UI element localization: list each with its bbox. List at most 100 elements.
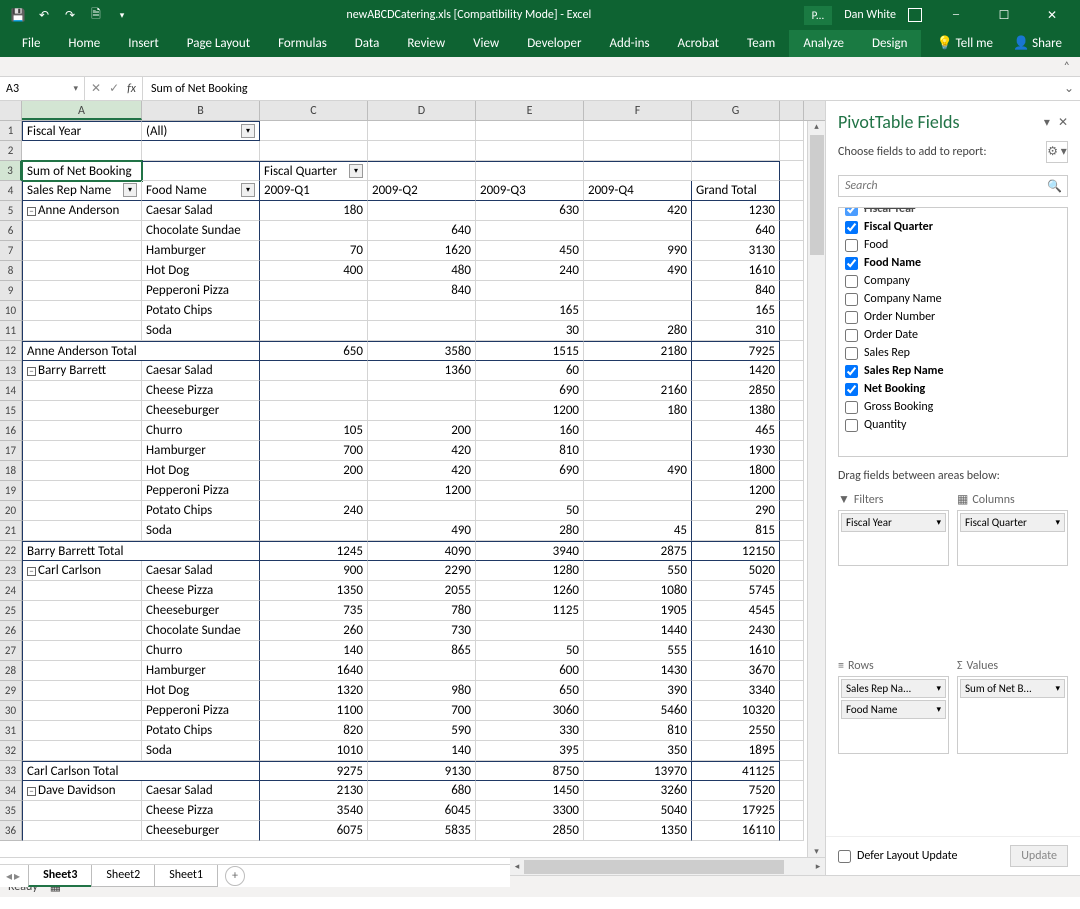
cell[interactable]: Caesar Salad bbox=[142, 561, 260, 581]
cell[interactable] bbox=[692, 121, 780, 141]
cell[interactable]: 6075 bbox=[260, 821, 368, 841]
cell[interactable]: 730 bbox=[368, 621, 476, 641]
cell[interactable]: 350 bbox=[584, 741, 692, 761]
cell[interactable]: 1280 bbox=[476, 561, 584, 581]
gear-icon[interactable]: ⚙ ▾ bbox=[1046, 141, 1068, 163]
cell[interactable]: 840 bbox=[368, 281, 476, 301]
collapse-icon[interactable]: − bbox=[27, 787, 36, 796]
cell[interactable]: Anne Anderson Total bbox=[22, 341, 260, 361]
row-header[interactable]: 18 bbox=[0, 461, 22, 481]
cell[interactable]: 550 bbox=[584, 561, 692, 581]
cell[interactable]: 1260 bbox=[476, 581, 584, 601]
cell[interactable]: Cheeseburger bbox=[142, 401, 260, 421]
cell[interactable]: 5040 bbox=[584, 801, 692, 821]
cell[interactable]: 5020 bbox=[692, 561, 780, 581]
ribbon-tab-design[interactable]: Design bbox=[858, 30, 921, 57]
sheet-nav-next-icon[interactable]: ▸ bbox=[14, 869, 20, 884]
cell[interactable] bbox=[780, 621, 804, 641]
cell[interactable]: 2850 bbox=[476, 821, 584, 841]
cell[interactable]: 2009-Q2 bbox=[368, 181, 476, 201]
cell[interactable]: Sum of Net Booking bbox=[22, 161, 142, 181]
field-checkbox[interactable] bbox=[845, 207, 858, 216]
field-checkbox[interactable] bbox=[845, 365, 858, 378]
cell[interactable] bbox=[22, 401, 142, 421]
cell[interactable] bbox=[476, 161, 584, 181]
cell[interactable]: 815 bbox=[692, 521, 780, 541]
cell[interactable] bbox=[368, 161, 476, 181]
row-header[interactable]: 11 bbox=[0, 321, 22, 341]
row-header[interactable]: 31 bbox=[0, 721, 22, 741]
cell[interactable]: 1200 bbox=[476, 401, 584, 421]
horizontal-scrollbar[interactable]: ◂ ▸ bbox=[510, 858, 825, 875]
cell[interactable] bbox=[780, 641, 804, 661]
cell[interactable]: 450 bbox=[476, 241, 584, 261]
cell[interactable]: 7925 bbox=[692, 341, 780, 361]
collapse-icon[interactable]: − bbox=[27, 207, 36, 216]
cell[interactable] bbox=[260, 221, 368, 241]
sheet-nav-prev-icon[interactable]: ◂ bbox=[6, 869, 12, 884]
cell[interactable] bbox=[780, 661, 804, 681]
cell[interactable]: 1100 bbox=[260, 701, 368, 721]
cell[interactable]: 45 bbox=[584, 521, 692, 541]
cell[interactable]: Caesar Salad bbox=[142, 201, 260, 221]
cell[interactable]: 50 bbox=[476, 501, 584, 521]
cell[interactable]: Food Name▾ bbox=[142, 181, 260, 201]
cell[interactable]: 2009-Q3 bbox=[476, 181, 584, 201]
cell[interactable]: 240 bbox=[476, 261, 584, 281]
cell[interactable] bbox=[780, 401, 804, 421]
row-header[interactable]: 23 bbox=[0, 561, 22, 581]
share-button[interactable]: 👤 Share bbox=[1003, 30, 1072, 57]
cell[interactable]: 50 bbox=[476, 641, 584, 661]
cell[interactable]: 290 bbox=[692, 501, 780, 521]
row-header[interactable]: 33 bbox=[0, 761, 22, 781]
cell[interactable] bbox=[260, 521, 368, 541]
cell[interactable]: 5835 bbox=[368, 821, 476, 841]
rows-area[interactable]: Sales Rep Na...▾Food Name▾ bbox=[838, 676, 949, 754]
cell[interactable]: 1360 bbox=[368, 361, 476, 381]
cell[interactable]: 690 bbox=[476, 461, 584, 481]
cell[interactable]: 690 bbox=[476, 381, 584, 401]
field-label[interactable]: Order Date bbox=[864, 328, 918, 342]
cell[interactable]: Carl Carlson Total bbox=[22, 761, 260, 781]
ribbon-tab-formulas[interactable]: Formulas bbox=[264, 30, 341, 57]
add-sheet-button[interactable]: + bbox=[225, 866, 245, 886]
cell[interactable] bbox=[584, 141, 692, 161]
field-item[interactable]: Company Name bbox=[839, 290, 1067, 308]
cell[interactable]: 810 bbox=[476, 441, 584, 461]
cell[interactable]: 16110 bbox=[692, 821, 780, 841]
cell[interactable] bbox=[780, 441, 804, 461]
cell[interactable] bbox=[780, 481, 804, 501]
row-header[interactable]: 9 bbox=[0, 281, 22, 301]
cell[interactable]: Chocolate Sundae bbox=[142, 621, 260, 641]
field-item[interactable]: Sales Rep bbox=[839, 344, 1067, 362]
field-item[interactable]: Company bbox=[839, 272, 1067, 290]
field-item[interactable]: Net Booking bbox=[839, 380, 1067, 398]
cell[interactable]: Hamburger bbox=[142, 241, 260, 261]
field-item[interactable]: Fiscal Year bbox=[839, 207, 1067, 218]
cell[interactable]: 3130 bbox=[692, 241, 780, 261]
ribbon-tab-review[interactable]: Review bbox=[393, 30, 459, 57]
row-header[interactable]: 29 bbox=[0, 681, 22, 701]
cell[interactable]: 41125 bbox=[692, 761, 780, 781]
cell[interactable]: 600 bbox=[476, 661, 584, 681]
tell-me[interactable]: 💡 Tell me bbox=[926, 30, 1003, 57]
cell[interactable]: 3580 bbox=[368, 341, 476, 361]
row-header[interactable]: 28 bbox=[0, 661, 22, 681]
cell[interactable] bbox=[22, 601, 142, 621]
ribbon-collapse-icon[interactable]: ˄ bbox=[0, 57, 1080, 77]
cell[interactable]: Chocolate Sundae bbox=[142, 221, 260, 241]
cancel-formula-icon[interactable]: ✕ bbox=[91, 81, 101, 96]
cell[interactable]: 3940 bbox=[476, 541, 584, 561]
filter-dropdown-icon[interactable]: ▾ bbox=[123, 183, 137, 197]
cell[interactable] bbox=[780, 801, 804, 821]
field-item[interactable]: Food bbox=[839, 236, 1067, 254]
cell[interactable]: 200 bbox=[368, 421, 476, 441]
cell[interactable] bbox=[260, 481, 368, 501]
cell[interactable] bbox=[476, 621, 584, 641]
row-header[interactable]: 10 bbox=[0, 301, 22, 321]
cell[interactable]: 400 bbox=[260, 261, 368, 281]
field-item[interactable]: Gross Booking bbox=[839, 398, 1067, 416]
field-item[interactable]: Quantity bbox=[839, 416, 1067, 434]
row-header[interactable]: 20 bbox=[0, 501, 22, 521]
minimize-button[interactable]: ─ bbox=[934, 0, 978, 30]
